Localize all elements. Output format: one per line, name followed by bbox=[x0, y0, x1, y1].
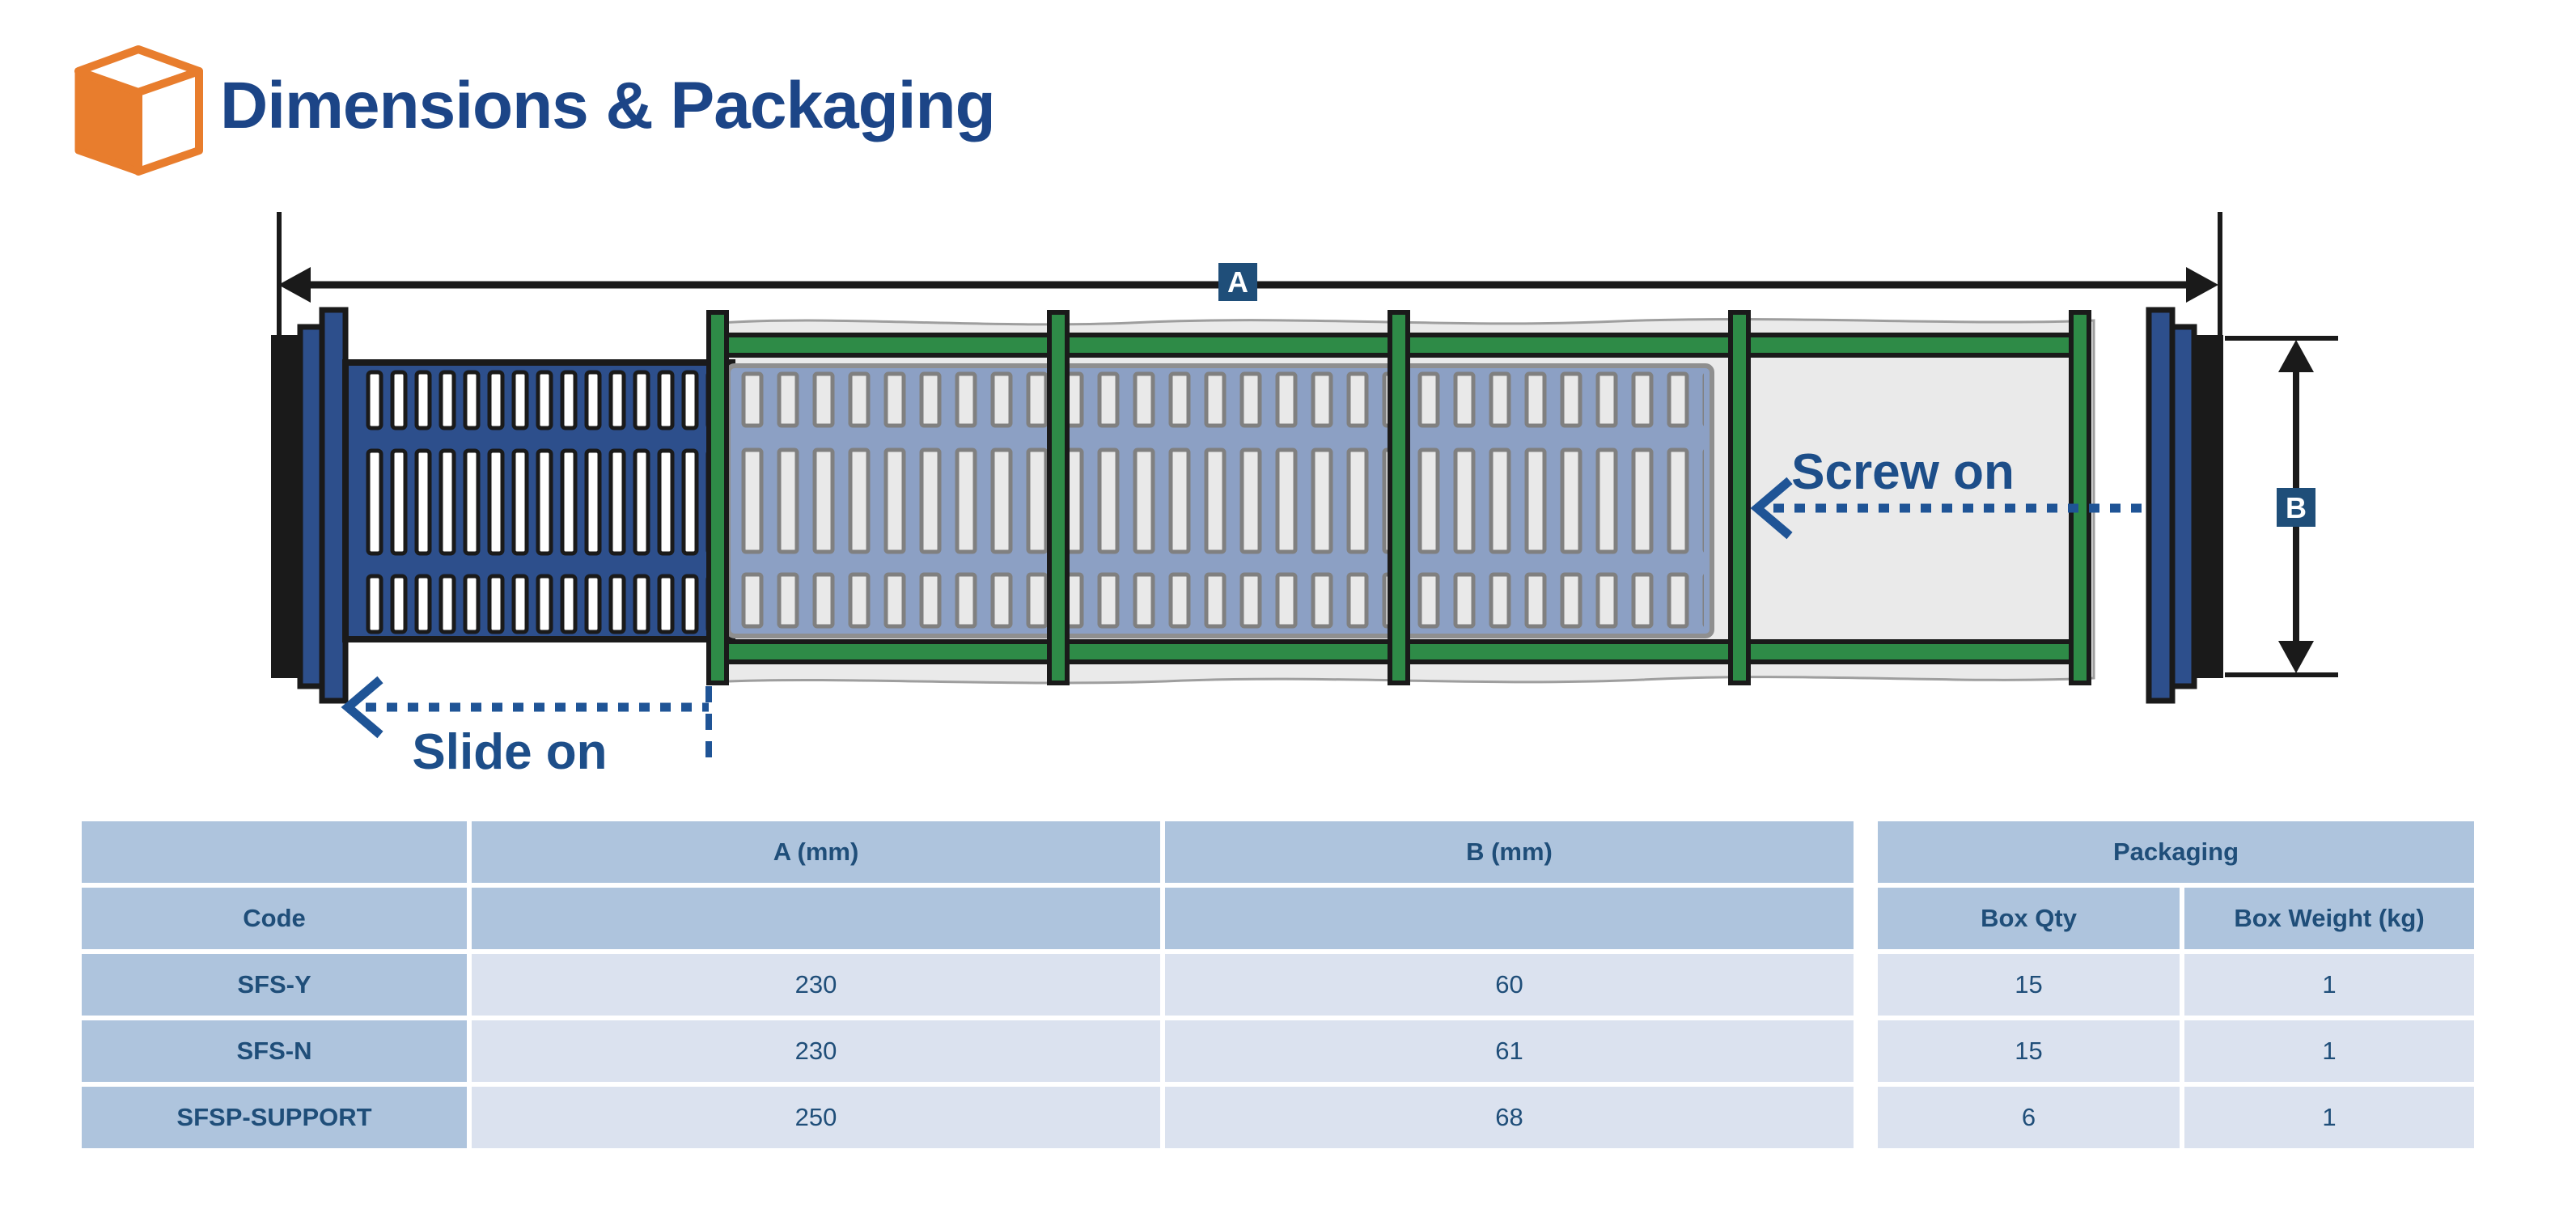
table-row: 6 1 bbox=[1878, 1087, 2474, 1148]
dimensions-table: A (mm) B (mm) Code SFS-Y 230 60 SFS-N 23… bbox=[77, 816, 1858, 1153]
svg-text:A: A bbox=[1227, 265, 1248, 299]
header-spacer-cell bbox=[82, 821, 467, 883]
header-spacer-cell bbox=[472, 888, 1160, 949]
table-row: SFS-Y 230 60 bbox=[82, 954, 1854, 1016]
dim-b-label: B bbox=[2277, 488, 2315, 527]
cell-box-qty: 6 bbox=[1878, 1087, 2180, 1148]
cell-box-weight: 1 bbox=[2184, 954, 2474, 1016]
cell-box-weight: 1 bbox=[2184, 1087, 2474, 1148]
packaging-table: Packaging Box Qty Box Weight (kg) 15 1 1… bbox=[1873, 816, 2479, 1153]
table-row: 15 1 bbox=[1878, 954, 2474, 1016]
header-spacer-cell bbox=[1165, 888, 1854, 949]
cell-code: SFS-N bbox=[82, 1020, 467, 1082]
cell-b-mm: 60 bbox=[1165, 954, 1854, 1016]
support-frame-ribs bbox=[706, 310, 2091, 685]
cell-code: SFS-Y bbox=[82, 954, 467, 1016]
table-row: SFS-N 230 61 bbox=[82, 1020, 1854, 1082]
package-box-icon bbox=[71, 42, 217, 188]
cell-box-qty: 15 bbox=[1878, 954, 2180, 1016]
cell-code: SFSP-SUPPORT bbox=[82, 1087, 467, 1148]
cell-a-mm: 230 bbox=[472, 1020, 1160, 1082]
table-header-row: A (mm) B (mm) bbox=[82, 821, 1854, 883]
cell-b-mm: 61 bbox=[1165, 1020, 1854, 1082]
left-end-cap bbox=[271, 307, 349, 704]
slotted-body bbox=[342, 359, 735, 642]
svg-text:B: B bbox=[2286, 491, 2307, 524]
cell-box-qty: 15 bbox=[1878, 1020, 2180, 1082]
header-code: Code bbox=[82, 888, 467, 949]
product-diagram: A B Screw on Slide on bbox=[271, 212, 2338, 780]
table-header-row: Packaging bbox=[1878, 821, 2474, 883]
media-panel bbox=[726, 363, 1714, 638]
cell-b-mm: 68 bbox=[1165, 1087, 1854, 1148]
cell-box-weight: 1 bbox=[2184, 1020, 2474, 1082]
header-box-qty: Box Qty bbox=[1878, 888, 2180, 949]
dim-a-label: A bbox=[1218, 263, 1257, 301]
table-row: SFSP-SUPPORT 250 68 bbox=[82, 1087, 1854, 1148]
cell-a-mm: 230 bbox=[472, 954, 1160, 1016]
header-box-weight: Box Weight (kg) bbox=[2184, 888, 2474, 949]
table-subheader-row: Code bbox=[82, 888, 1854, 949]
page-title: Dimensions & Packaging bbox=[220, 69, 996, 142]
cell-a-mm: 250 bbox=[472, 1087, 1160, 1148]
screw-on-annotation: Screw on bbox=[1750, 444, 2147, 540]
header-b-mm: B (mm) bbox=[1165, 821, 1854, 883]
svg-text:Screw on: Screw on bbox=[1791, 444, 2015, 500]
svg-text:Slide on: Slide on bbox=[412, 724, 607, 780]
table-row: 15 1 bbox=[1878, 1020, 2474, 1082]
header-packaging: Packaging bbox=[1878, 821, 2474, 883]
slide-on-annotation: Slide on bbox=[341, 676, 712, 780]
right-end-cap bbox=[2146, 307, 2223, 704]
header-a-mm: A (mm) bbox=[472, 821, 1160, 883]
table-subheader-row: Box Qty Box Weight (kg) bbox=[1878, 888, 2474, 949]
